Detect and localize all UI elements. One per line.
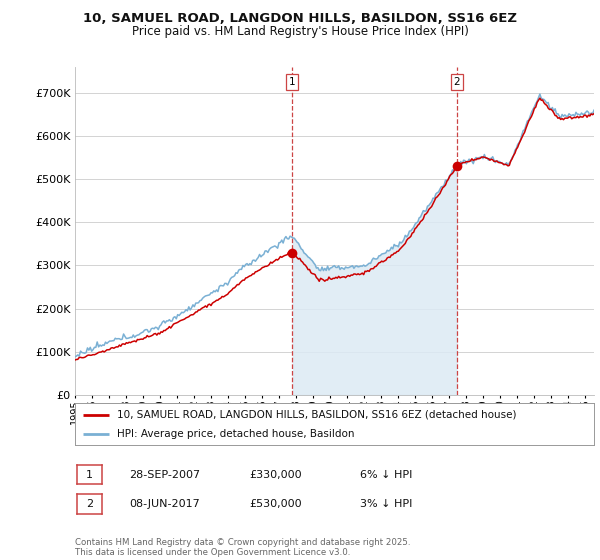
Text: 2: 2 — [86, 499, 93, 509]
Text: Price paid vs. HM Land Registry's House Price Index (HPI): Price paid vs. HM Land Registry's House … — [131, 25, 469, 38]
Text: £530,000: £530,000 — [249, 499, 302, 509]
Text: £330,000: £330,000 — [249, 470, 302, 480]
Text: 28-SEP-2007: 28-SEP-2007 — [129, 470, 200, 480]
Text: 10, SAMUEL ROAD, LANGDON HILLS, BASILDON, SS16 6EZ: 10, SAMUEL ROAD, LANGDON HILLS, BASILDON… — [83, 12, 517, 25]
Text: 6% ↓ HPI: 6% ↓ HPI — [360, 470, 412, 480]
Text: HPI: Average price, detached house, Basildon: HPI: Average price, detached house, Basi… — [116, 429, 354, 439]
Text: 10, SAMUEL ROAD, LANGDON HILLS, BASILDON, SS16 6EZ (detached house): 10, SAMUEL ROAD, LANGDON HILLS, BASILDON… — [116, 409, 516, 419]
Text: 1: 1 — [86, 470, 93, 480]
Text: 3% ↓ HPI: 3% ↓ HPI — [360, 499, 412, 509]
Text: 1: 1 — [289, 77, 295, 87]
Text: 2: 2 — [454, 77, 460, 87]
Text: 08-JUN-2017: 08-JUN-2017 — [129, 499, 200, 509]
Text: Contains HM Land Registry data © Crown copyright and database right 2025.
This d: Contains HM Land Registry data © Crown c… — [75, 538, 410, 557]
